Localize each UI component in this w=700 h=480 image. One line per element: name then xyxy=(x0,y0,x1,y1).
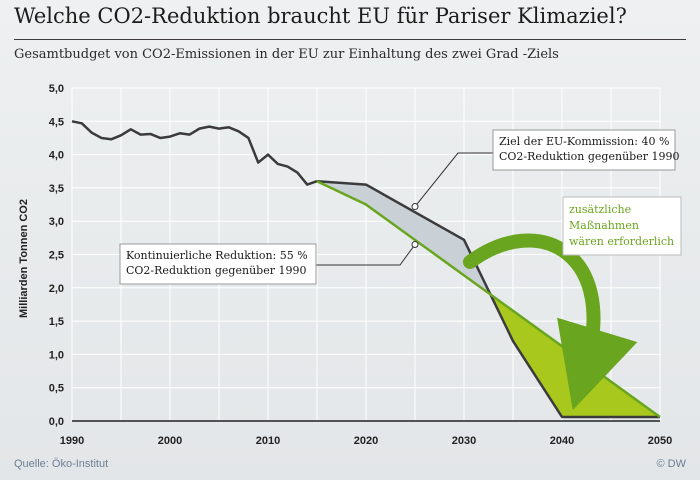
historic-line xyxy=(71,120,318,186)
x-tick-label: 2020 xyxy=(354,435,378,447)
title-divider xyxy=(14,39,686,40)
x-tick-label: 2030 xyxy=(452,435,476,447)
annotation-text-commission: CO2-Reduktion gegenüber 1990 xyxy=(499,150,679,163)
y-tick-label: 1,0 xyxy=(49,349,64,361)
annotation-box-extra xyxy=(562,196,682,256)
axes: 0,0 0,5 1,0 1,5 2,0 2,5 3,0 3,5 4,0 4,5 5,0 1990 200… xyxy=(18,83,672,447)
annotation-text-extra: Maßnahmen xyxy=(569,219,639,232)
x-tick-label: 2000 xyxy=(158,435,182,447)
y-tick-label: 3,5 xyxy=(49,183,64,195)
annotation-text-linear: Kontinuierliche Reduktion: 55 % xyxy=(126,249,308,262)
annotation-box-commission xyxy=(492,129,676,171)
leader-line-linear xyxy=(316,244,416,266)
y-axis-label: Milliarden Tonnen CO2 xyxy=(18,199,30,318)
y-tick-label: 5,0 xyxy=(49,83,64,95)
y-tick-label: 1,5 xyxy=(49,316,64,328)
y-tick-label: 0,0 xyxy=(49,416,64,428)
marker-dot-linear xyxy=(411,241,419,249)
page-title: Welche CO2-Reduktion braucht EU für Pari… xyxy=(14,4,627,28)
page-subtitle: Gesamtbudget von CO2-Emissionen in der E… xyxy=(14,47,559,62)
annotation-text-extra: zusätzliche xyxy=(569,203,631,216)
x-tick-label: 1990 xyxy=(60,435,84,447)
annotation-text-commission: Ziel der EU-Kommission: 40 % xyxy=(499,135,669,148)
annotation-text-extra: wären erforderlich xyxy=(569,235,674,248)
x-tick-label: 2050 xyxy=(648,435,672,447)
marker-dot-commission xyxy=(411,203,419,211)
annotations: Ziel der EU-Kommission: 40 % CO2-Reduktio… xyxy=(119,129,682,411)
y-tick-label: 2,5 xyxy=(49,250,64,262)
commission-line xyxy=(316,179,660,419)
brand-label: © DW xyxy=(656,458,687,470)
x-tick-label: 2010 xyxy=(256,435,280,447)
leader-line-commission xyxy=(414,152,493,207)
source-note: Quelle: Öko-Institut xyxy=(14,458,109,470)
y-tick-label: 4,0 xyxy=(49,150,64,162)
y-tick-label: 2,0 xyxy=(49,283,64,295)
y-tick-label: 4,5 xyxy=(49,116,64,128)
x-tick-label: 2040 xyxy=(550,435,574,447)
grey-gap-area xyxy=(317,181,491,295)
y-tick-label: 0,5 xyxy=(49,383,64,395)
annotation-text-linear: CO2-Reduktion gegenüber 1990 xyxy=(126,264,306,277)
annotation-box-linear xyxy=(119,243,317,285)
y-tick-label: 3,0 xyxy=(49,216,64,228)
